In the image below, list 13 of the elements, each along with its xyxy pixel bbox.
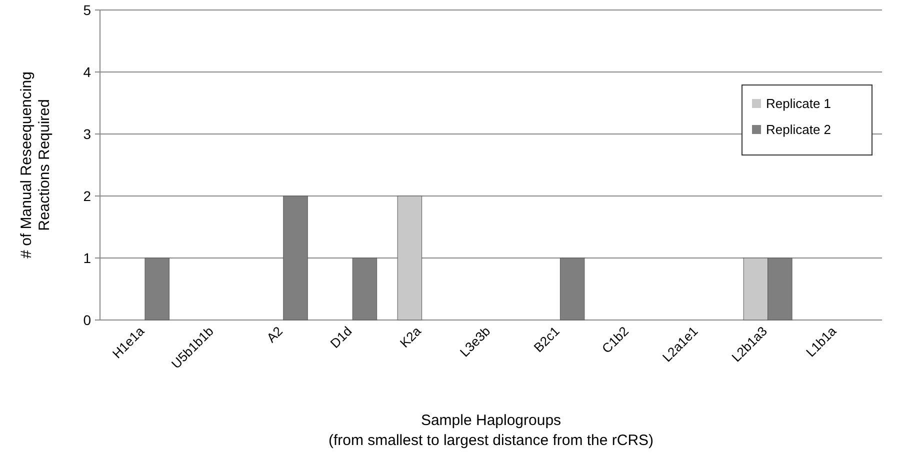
y-tick-label: 5: [83, 2, 92, 18]
y-tick-label: 4: [83, 64, 92, 80]
y-tick-label: 1: [83, 250, 92, 266]
x-tick-label: A2: [264, 324, 286, 346]
y-tick-label: 0: [83, 312, 92, 328]
x-axis-title: Sample Haplogroups (from smallest to largest distance from the rCRS): [328, 412, 654, 449]
y-axis-title: # of Manual Reseequencing Reactions Required: [18, 72, 53, 258]
y-tick-label: 3: [83, 126, 92, 142]
x-tick-label: K2a: [396, 322, 424, 350]
y-tick-label: 2: [83, 188, 92, 204]
legend-label: Replicate 1: [766, 96, 832, 111]
legend-label: Replicate 2: [766, 122, 832, 137]
x-tick-label: D1d: [327, 324, 355, 351]
